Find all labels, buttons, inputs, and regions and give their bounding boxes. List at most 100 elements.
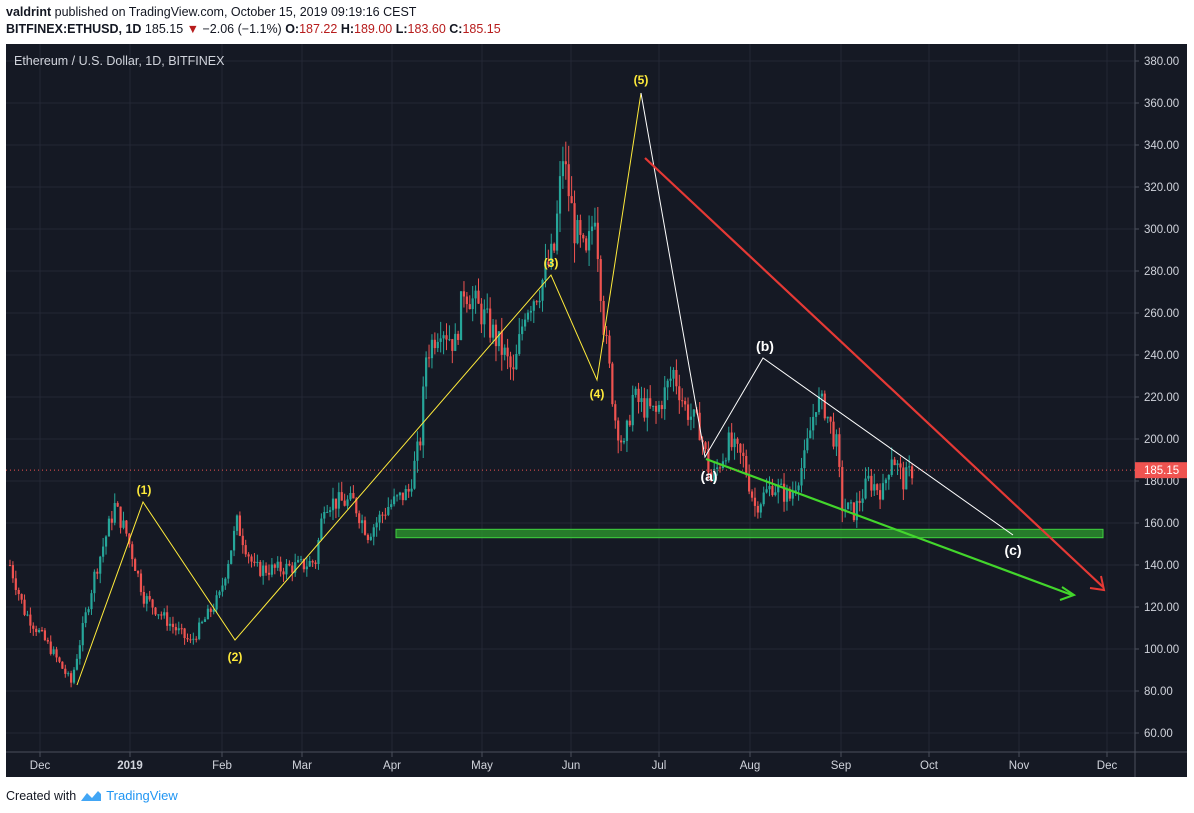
low-label: L:	[395, 22, 408, 36]
candle-body	[611, 363, 614, 405]
candle-body	[387, 506, 390, 515]
candle-body	[26, 614, 29, 616]
candle-body	[841, 466, 844, 512]
time-tick-label: Jul	[652, 760, 667, 772]
candle-body	[838, 434, 841, 467]
price-axis[interactable]: 380.00 360.00 340.00 320.00 300.00 280.00 260.…	[1135, 56, 1179, 740]
wave-labels: (1) (2) (3) (4) (5) (a) (b) (c)	[137, 73, 1022, 664]
candle-body	[401, 492, 404, 501]
time-tick-label: Apr	[383, 760, 401, 772]
open-value: 187.22	[299, 22, 338, 36]
wave-label: (2)	[228, 650, 243, 664]
candle-body	[186, 638, 189, 640]
candle-body	[756, 505, 759, 513]
publish-info: valdrint published on TradingView.com, O…	[6, 5, 416, 19]
created-with-text: Created with	[6, 788, 77, 803]
candle-body	[477, 290, 480, 304]
candle-body	[544, 261, 547, 280]
candle-body	[393, 496, 396, 505]
time-tick-label: 2019	[117, 760, 143, 772]
candle-body	[814, 412, 818, 417]
candle-body	[689, 416, 693, 420]
candle-body	[521, 326, 524, 335]
candle-body	[762, 492, 765, 505]
candle-body	[625, 420, 629, 441]
candle-body	[555, 213, 559, 251]
price-tick-label: 340.00	[1144, 140, 1179, 152]
candle-body	[457, 333, 460, 340]
candle-body	[267, 572, 271, 575]
time-tick-label: Dec	[1097, 760, 1118, 772]
candle-body	[474, 290, 477, 299]
candle-body	[11, 565, 15, 579]
resistance-trendline	[644, 157, 1104, 588]
candle-body	[291, 565, 294, 573]
candle-body	[433, 339, 436, 349]
candle-body	[99, 556, 102, 574]
time-tick-label: Jun	[562, 760, 581, 772]
candle-body	[529, 310, 532, 313]
candle-body	[363, 520, 367, 535]
candle-body	[739, 443, 742, 453]
candle-body	[314, 562, 317, 564]
candle-body	[864, 478, 867, 499]
tradingview-brand[interactable]: TradingView	[106, 788, 178, 803]
candle-body	[736, 438, 739, 444]
candle-body	[849, 502, 853, 504]
candle-body	[136, 570, 140, 574]
candle-body	[232, 530, 236, 551]
candle-body	[710, 472, 713, 482]
candle-body	[110, 518, 113, 523]
price-tick-label: 80.00	[1144, 686, 1173, 698]
candle-body	[81, 623, 84, 646]
wave-lines	[76, 92, 1106, 686]
candle-body	[509, 356, 512, 368]
candle-body	[902, 467, 905, 490]
candle-body	[270, 564, 273, 575]
candle-body	[654, 405, 658, 412]
candle-body	[590, 226, 594, 232]
candle-body	[576, 220, 579, 244]
candle-body	[500, 331, 503, 355]
candle-body	[35, 628, 38, 633]
open-label: O:	[285, 22, 300, 36]
candle-body	[282, 571, 285, 575]
candle-body	[355, 498, 358, 514]
wave-label: (3)	[544, 256, 559, 270]
candle-body	[224, 578, 227, 586]
candle-body	[491, 324, 495, 338]
price-tick-label: 160.00	[1144, 518, 1179, 530]
candle-body	[692, 409, 695, 417]
chart-background	[6, 44, 1187, 777]
candle-body	[151, 599, 154, 608]
candle-body	[652, 405, 655, 407]
candle-body	[532, 301, 535, 311]
candle-body	[558, 176, 562, 214]
candle-body	[142, 591, 145, 604]
high-value: 189.00	[354, 22, 393, 36]
correction-wave-line	[640, 92, 1014, 536]
candle-body	[203, 619, 207, 622]
candle-body	[198, 622, 201, 640]
high-label: H:	[340, 22, 355, 36]
candle-body	[483, 309, 486, 325]
candle-body	[628, 420, 631, 426]
candle-body	[780, 483, 783, 485]
candle-body	[29, 614, 32, 626]
candle-body	[768, 486, 771, 490]
candle-body	[189, 639, 192, 641]
time-axis[interactable]: Dec 2019 Feb Mar Apr May Jun Jul Aug Sep Oct Nov Dec	[30, 752, 1118, 772]
candle-body	[398, 492, 402, 496]
time-tick-label: Aug	[740, 760, 760, 772]
candle-body	[462, 291, 466, 297]
symbol-name: BITFINEX:ETHUSD, 1D	[6, 22, 142, 36]
candle-body	[486, 308, 489, 310]
candle-body	[468, 304, 471, 310]
author-name[interactable]: valdrint	[6, 5, 52, 19]
wave-label: (b)	[756, 338, 774, 354]
down-arrow-icon: ▼	[186, 22, 200, 36]
candle-body	[340, 492, 343, 501]
candle-body	[125, 520, 128, 534]
candle-body	[579, 220, 582, 235]
